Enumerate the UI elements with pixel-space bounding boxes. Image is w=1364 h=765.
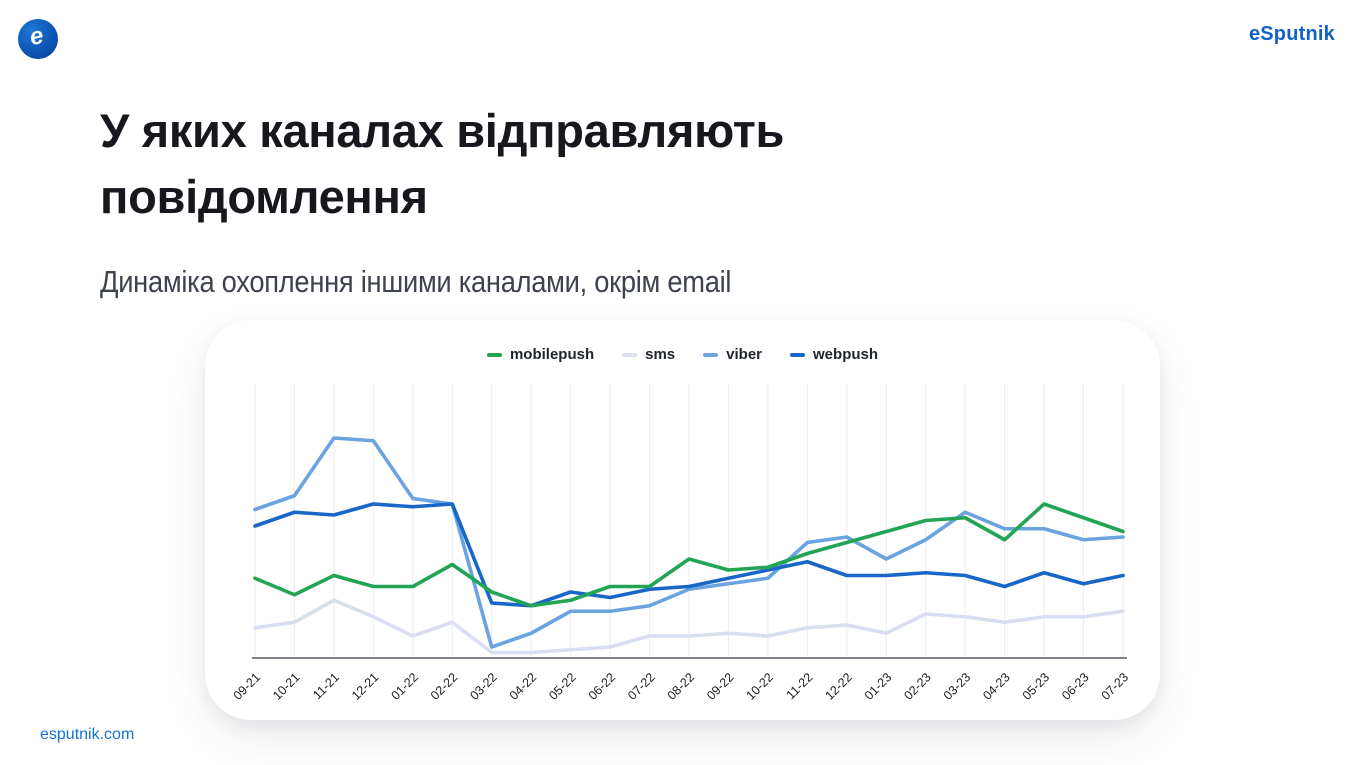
series-line-mobilepush bbox=[253, 502, 1125, 608]
svg-text:12-21: 12-21 bbox=[349, 670, 382, 703]
brand-name: eSputnik bbox=[1248, 23, 1335, 45]
svg-text:09-21: 09-21 bbox=[231, 670, 264, 703]
svg-text:08-22: 08-22 bbox=[665, 670, 698, 703]
legend-swatch-webpush bbox=[790, 352, 806, 357]
legend-label-sms: sms bbox=[645, 346, 676, 363]
series-line-sms bbox=[253, 598, 1125, 655]
footer-site-link[interactable]: esputnik.com bbox=[40, 726, 135, 743]
legend-label-mobilepush: mobilepush bbox=[509, 346, 595, 363]
svg-text:11-21: 11-21 bbox=[310, 670, 342, 702]
svg-text:10-21: 10-21 bbox=[270, 670, 303, 703]
legend-item-sms[interactable]: sms bbox=[622, 346, 675, 363]
line-chart: 09-21 10-21 11-21 12-21 01-22 02-22 03-22 04-22… bbox=[231, 383, 1132, 703]
svg-text:04-22: 04-22 bbox=[507, 670, 540, 703]
svg-text:06-22: 06-22 bbox=[586, 670, 619, 703]
svg-text:05-22: 05-22 bbox=[546, 670, 579, 703]
svg-text:05-23: 05-23 bbox=[1020, 670, 1053, 703]
page-title: У яких каналах відправляють повідомлення bbox=[100, 104, 785, 223]
series-line-webpush bbox=[253, 502, 1125, 608]
x-axis-labels: 09-21 10-21 11-21 12-21 01-22 02-22 03-22 04-22… bbox=[231, 670, 1132, 703]
chart-card: mobilepush sms viber webpush 09-21 10-21 11-2… bbox=[205, 320, 1160, 720]
legend-item-webpush[interactable]: webpush bbox=[790, 346, 878, 363]
svg-text:11-22: 11-22 bbox=[784, 670, 816, 702]
svg-text:06-23: 06-23 bbox=[1059, 670, 1092, 703]
legend-swatch-sms bbox=[622, 352, 638, 357]
series-line-viber bbox=[253, 436, 1125, 649]
legend-label-viber: viber bbox=[726, 346, 763, 363]
svg-text:01-23: 01-23 bbox=[862, 670, 895, 703]
logo-letter: e bbox=[27, 21, 47, 52]
svg-text:10-22: 10-22 bbox=[744, 670, 777, 703]
svg-text:09-22: 09-22 bbox=[704, 670, 737, 703]
svg-text:04-23: 04-23 bbox=[980, 670, 1013, 703]
svg-text:12-22: 12-22 bbox=[822, 670, 855, 703]
legend-swatch-viber bbox=[703, 352, 719, 357]
svg-text:02-23: 02-23 bbox=[901, 670, 934, 703]
chart-legend: mobilepush sms viber webpush bbox=[205, 346, 1160, 363]
legend-item-viber[interactable]: viber bbox=[703, 346, 762, 363]
svg-text:07-22: 07-22 bbox=[625, 670, 658, 703]
svg-text:03-23: 03-23 bbox=[941, 670, 974, 703]
page-subtitle: Динаміка охоплення іншими каналами, окрі… bbox=[100, 264, 732, 299]
gridlines bbox=[254, 383, 1124, 658]
legend-item-mobilepush[interactable]: mobilepush bbox=[486, 346, 595, 363]
svg-text:02-22: 02-22 bbox=[428, 670, 461, 703]
legend-swatch-mobilepush bbox=[486, 352, 502, 357]
legend-label-webpush: webpush bbox=[813, 346, 879, 363]
svg-text:01-22: 01-22 bbox=[388, 670, 421, 703]
svg-text:03-22: 03-22 bbox=[467, 670, 500, 703]
esputnik-logo-icon: e bbox=[18, 19, 58, 59]
svg-text:07-23: 07-23 bbox=[1099, 670, 1132, 703]
